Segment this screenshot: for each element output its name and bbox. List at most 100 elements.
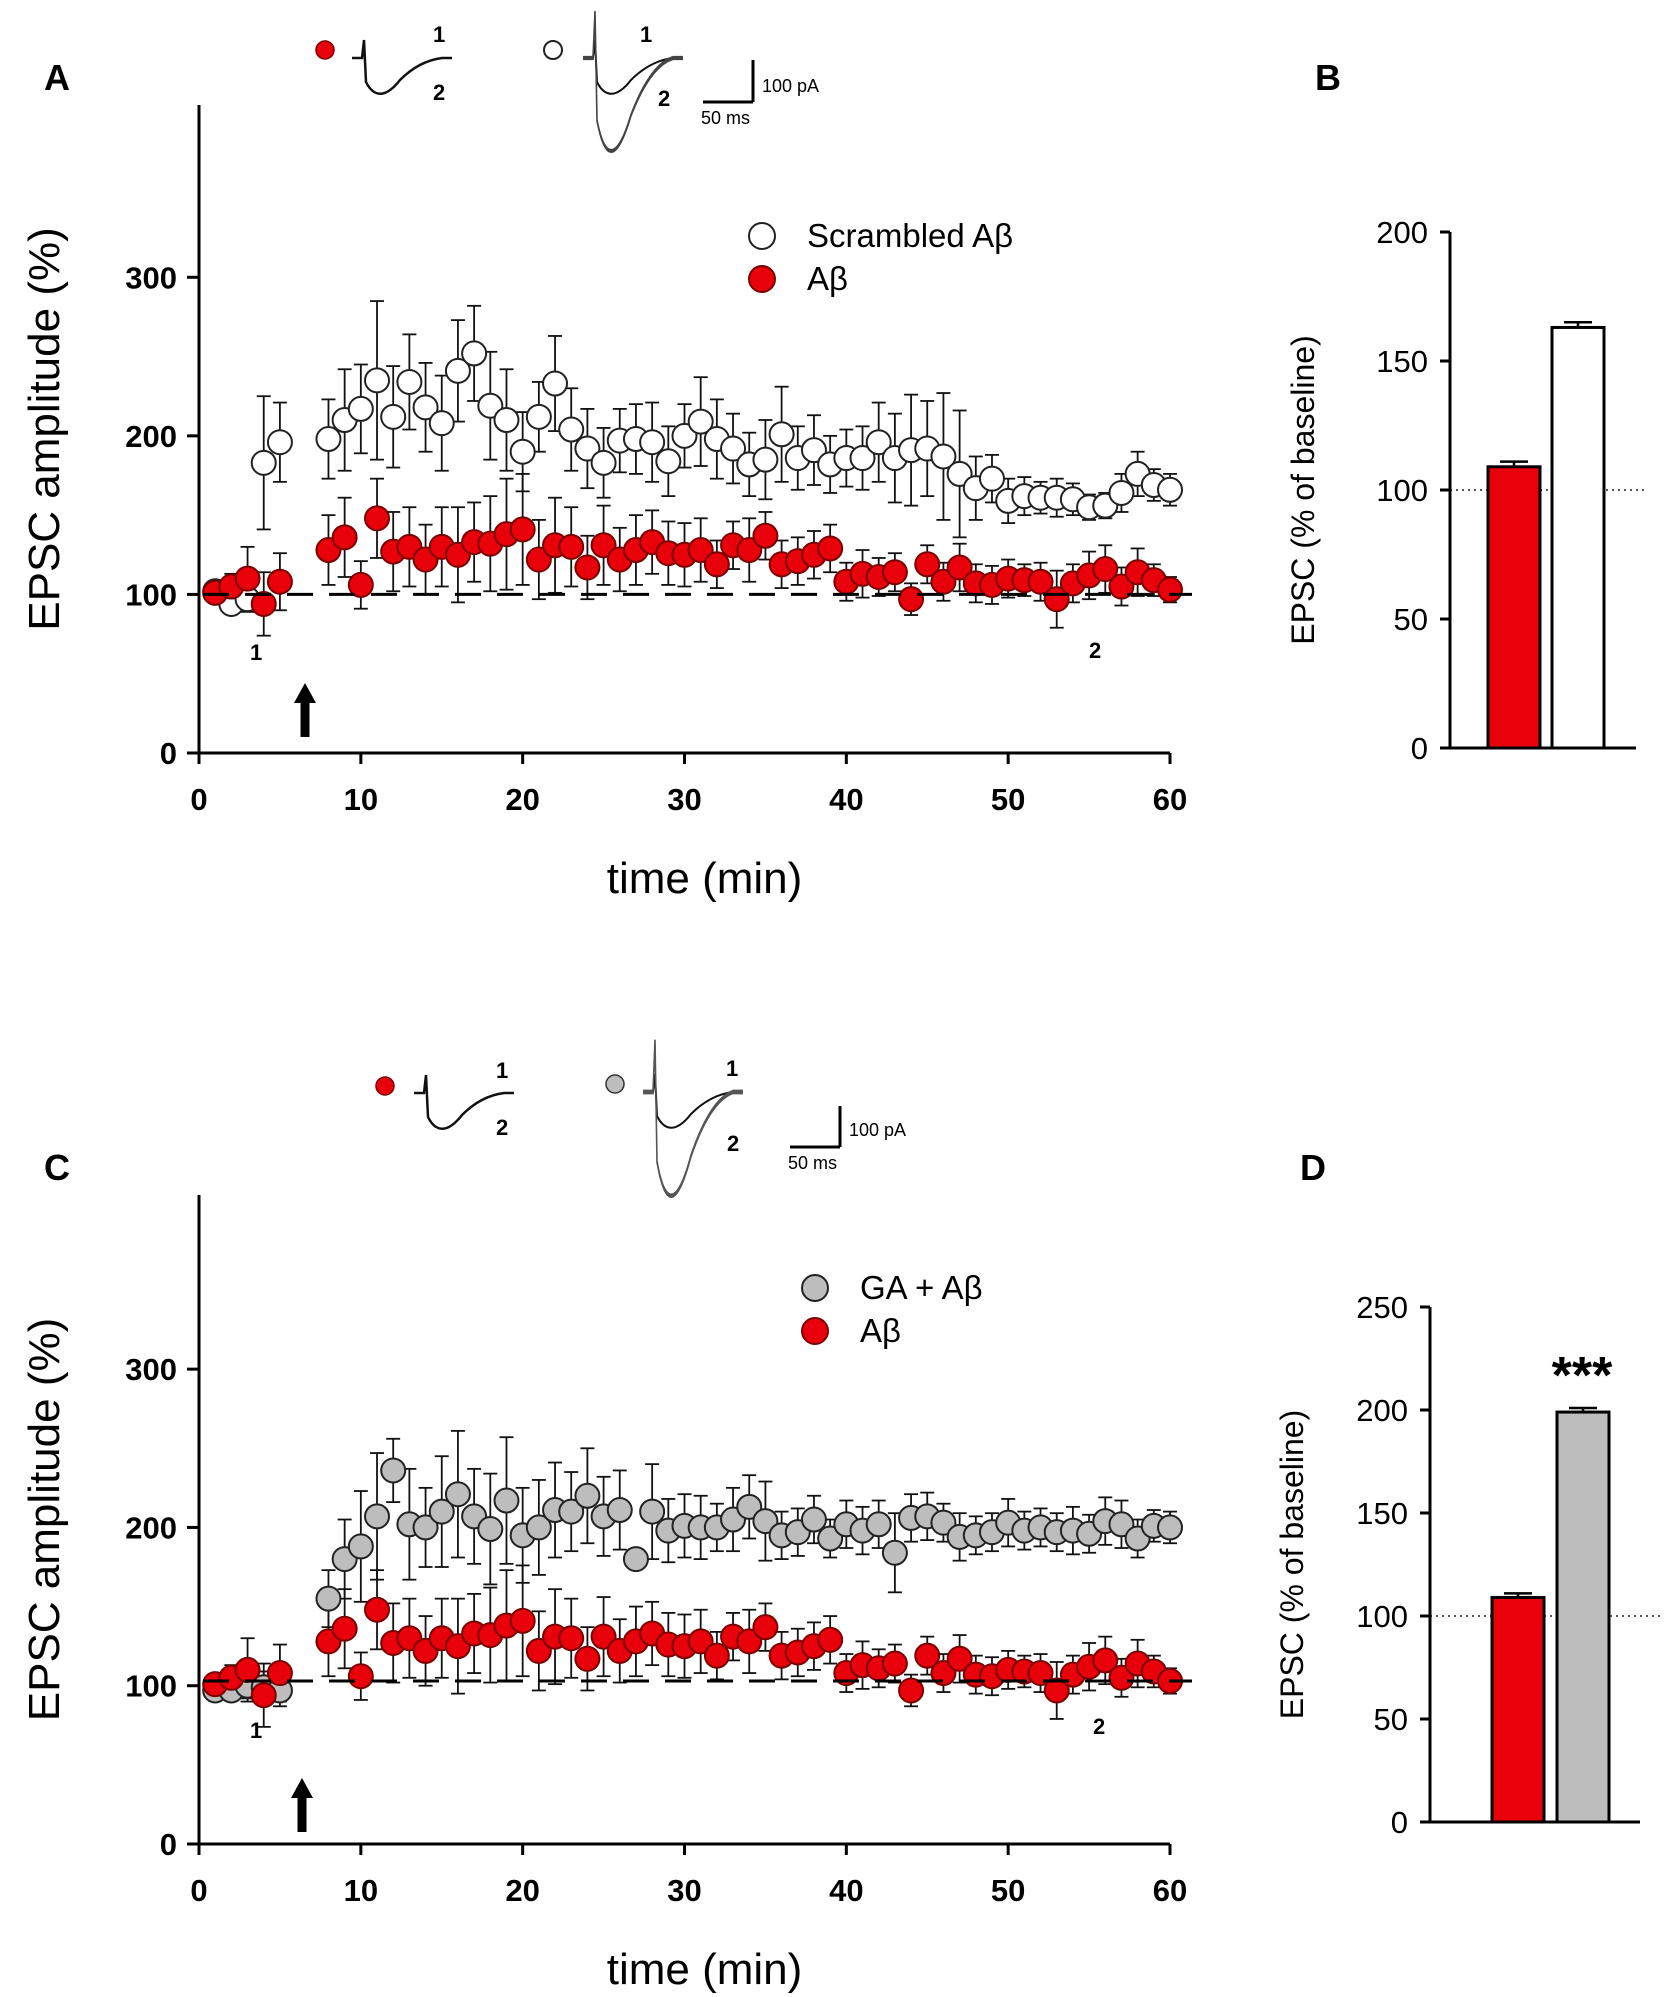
data-point-ga-a <box>428 1498 455 1525</box>
data-point-a <box>364 505 391 532</box>
data-point-a <box>347 1663 374 1690</box>
data-point-a <box>509 516 536 543</box>
y-tick-label: 100 <box>125 577 177 612</box>
y-tick-label: 100 <box>125 1669 177 1704</box>
data-point-a <box>898 586 925 613</box>
panel-d-bars: D 0 50 100 150 200 250 EPSC (% of baseline) *… <box>1274 1147 1660 1840</box>
data-point-ga-a <box>606 1497 633 1524</box>
y-tick-label: 0 <box>160 1827 177 1862</box>
data-point-ga-a <box>865 1511 892 1538</box>
inset-marker-scrambled <box>543 40 563 60</box>
legend-marker <box>801 1274 829 1302</box>
x-tick-label: 10 <box>344 1873 378 1908</box>
data-point-a <box>525 546 552 573</box>
significance-marker: *** <box>1552 1347 1613 1405</box>
data-point-a <box>1092 1647 1119 1674</box>
y-axis-title: EPSC amplitude (%) <box>20 227 69 630</box>
trace-label-1: 1 <box>496 1058 508 1083</box>
data-point-scrambled-a <box>1108 479 1135 506</box>
scale-bar-bottom <box>790 1106 842 1149</box>
y-tick-label: 50 <box>1394 602 1428 637</box>
data-point-a <box>1108 573 1135 600</box>
panel-label-c: C <box>44 1147 70 1188</box>
data-point-a <box>736 537 763 564</box>
bar-error-bar <box>1569 1406 1597 1413</box>
data-point-scrambled-a <box>590 449 617 476</box>
trace-label-1b: 1 <box>726 1056 738 1081</box>
y-tick-label: 300 <box>125 260 177 295</box>
data-point-a <box>946 554 973 581</box>
data-point-ga-a <box>315 1585 342 1612</box>
x-axis-title: time (min) <box>607 854 803 903</box>
data-point-ga-a <box>800 1506 827 1533</box>
legend-label: Scrambled Aβ <box>807 217 1013 254</box>
data-point-ga-a <box>574 1482 601 1509</box>
drug-application-arrow <box>294 683 316 737</box>
y-tick-label: 200 <box>1356 1393 1408 1428</box>
data-point-a <box>558 533 585 560</box>
data-point-scrambled-a <box>347 395 374 422</box>
legend-label: Aβ <box>807 260 848 297</box>
data-point-scrambled-a <box>396 368 423 395</box>
y-tick-label: 250 <box>1356 1290 1408 1325</box>
data-point-ga-a <box>347 1533 374 1560</box>
legend-label: GA + Aβ <box>860 1269 983 1306</box>
data-point-scrambled-a <box>946 460 973 487</box>
data-point-ga-a <box>930 1509 957 1536</box>
y-tick-label: 150 <box>1356 1496 1408 1531</box>
data-point-scrambled-a <box>364 367 391 394</box>
data-point-a <box>250 1682 277 1709</box>
x-tick-label: 50 <box>991 782 1025 817</box>
scale-bar-top <box>703 60 755 104</box>
data-point-a <box>946 1645 973 1672</box>
y-tick-label: 200 <box>125 1510 177 1545</box>
data-point-ga-a <box>1108 1511 1135 1538</box>
scale-amplitude-label: 100 pA <box>849 1120 906 1140</box>
data-point-scrambled-a <box>509 438 536 465</box>
data-point-a <box>1108 1664 1135 1691</box>
legend-marker <box>748 265 776 293</box>
bar-error-bar <box>1564 321 1592 328</box>
trace-scrambled <box>583 11 683 151</box>
trace-label-2: 2 <box>496 1115 508 1140</box>
panel-a-timecourse: A 0 100 200 300 0 10 20 30 40 50 60 EPSC amplitud… <box>20 57 1192 903</box>
scale-time-label: 50 ms <box>788 1153 837 1173</box>
panel-label-b: B <box>1315 57 1341 98</box>
data-point-a <box>752 522 779 549</box>
y-tick-label: 0 <box>1411 731 1428 766</box>
time-marker-2: 2 <box>1093 1714 1105 1739</box>
x-tick-label: 60 <box>1153 782 1187 817</box>
x-tick-label: 0 <box>190 782 207 817</box>
data-point-ga-a <box>412 1514 439 1541</box>
data-point-scrambled-a <box>655 448 682 475</box>
data-point-a <box>703 1642 730 1669</box>
time-marker-1: 1 <box>250 640 262 665</box>
data-point-a <box>914 1642 941 1669</box>
data-point-ga-a <box>639 1498 666 1525</box>
data-point-scrambled-a <box>250 449 277 476</box>
x-tick-label: 30 <box>667 782 701 817</box>
data-point-scrambled-a <box>687 408 714 435</box>
data-point-scrambled-a <box>493 407 520 433</box>
trace-label-2: 2 <box>433 80 445 105</box>
drug-application-arrow <box>291 1778 313 1832</box>
data-point-scrambled-a <box>752 446 779 473</box>
data-point-scrambled-a <box>380 403 407 430</box>
inset-bottom: 1 2 1 2 100 pA 50 ms <box>375 1040 906 1196</box>
data-point-a <box>1043 1677 1070 1704</box>
data-point-a <box>817 535 844 562</box>
bar-abeta <box>1486 465 1542 750</box>
data-point-ga-a <box>380 1457 407 1484</box>
x-axis-title: time (min) <box>607 1945 803 1994</box>
inset-marker-abeta <box>375 1076 395 1096</box>
data-point-a <box>364 1596 391 1623</box>
x-tick-label: 30 <box>667 1873 701 1908</box>
y-tick-label: 200 <box>125 419 177 454</box>
data-point-scrambled-a <box>542 370 569 397</box>
legend-marker <box>801 1317 829 1345</box>
data-point-scrambled-a <box>930 443 957 470</box>
data-point-scrambled-a <box>849 445 876 472</box>
data-point-a <box>525 1637 552 1664</box>
panel-b-bars: B 0 50 100 150 200 EPSC (% of baseline) <box>1285 57 1646 766</box>
scale-time-label: 50 ms <box>701 108 750 128</box>
